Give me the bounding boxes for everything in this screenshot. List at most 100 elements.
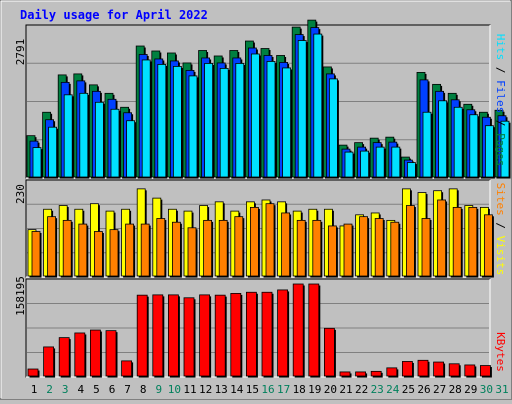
kbytes-bar xyxy=(105,330,117,377)
pages-bar xyxy=(360,150,370,178)
sites-bar xyxy=(94,231,103,277)
kbytes-bar xyxy=(401,361,413,377)
x-tick-label: 26 xyxy=(417,383,430,396)
kbytes-bar xyxy=(245,291,257,377)
chart-title: Daily usage for April 2022 xyxy=(20,8,208,22)
kbytes-bar xyxy=(386,367,398,377)
sites-bar xyxy=(31,231,41,277)
kbytes-bar xyxy=(417,359,429,377)
sites-bar xyxy=(483,214,493,277)
kbytes-bar xyxy=(339,371,351,377)
x-tick-label: 31 xyxy=(495,383,508,396)
x-tick-label: 3 xyxy=(62,383,69,396)
x-tick-label: 30 xyxy=(480,383,493,396)
legend-text-top: Hits / Files / Pages xyxy=(494,34,507,167)
sites-bar xyxy=(468,206,478,277)
kbytes-bar xyxy=(121,360,132,377)
legend-visits-sites: Sites / Visits xyxy=(494,183,507,276)
pages-bar xyxy=(282,67,292,178)
x-tick-label: 5 xyxy=(93,383,100,396)
legend-pages: Hits xyxy=(494,34,507,61)
sites-bar xyxy=(156,218,166,277)
kbytes-bar xyxy=(199,294,211,377)
pages-bar xyxy=(188,75,198,178)
pages-bar xyxy=(172,66,182,178)
x-tick-label: 18 xyxy=(293,383,306,396)
legend-sep-3: / xyxy=(494,216,507,236)
x-tick-label: 19 xyxy=(308,383,321,396)
kbytes-bar xyxy=(90,329,101,377)
kbytes-bar xyxy=(74,332,86,377)
kbytes-bar xyxy=(167,294,179,377)
sites-bar xyxy=(405,205,415,277)
sites-bar xyxy=(312,219,322,277)
legend-sep-1: / xyxy=(494,60,507,80)
pages-bar xyxy=(32,147,42,178)
kbytes-bar xyxy=(277,289,289,377)
kbytes-bar xyxy=(27,368,39,377)
legend-visits: Visits xyxy=(494,236,507,276)
pages-bar xyxy=(500,120,510,178)
x-tick-label: 25 xyxy=(402,383,415,396)
pages-bar xyxy=(79,92,89,178)
kbytes-bar xyxy=(308,283,320,377)
kbytes-bar xyxy=(464,364,476,377)
sites-bar xyxy=(78,223,88,277)
pages-bar xyxy=(95,101,104,178)
sites-bar xyxy=(62,219,72,277)
sites-bar xyxy=(421,218,431,277)
kbytes-bar xyxy=(43,346,54,377)
x-tick-label: 27 xyxy=(433,383,446,396)
x-tick-label: 28 xyxy=(449,383,462,396)
kbytes-bar xyxy=(230,293,242,377)
pages-bar xyxy=(484,125,494,178)
ymax-label-visits: 230 xyxy=(14,184,27,204)
kbytes-bar xyxy=(136,294,148,377)
sites-bar xyxy=(437,199,447,277)
legend-sites: Sites xyxy=(494,183,507,216)
pages-bar xyxy=(328,78,338,178)
sites-bar xyxy=(109,229,119,277)
sites-bar xyxy=(296,219,306,277)
x-tick-label: 15 xyxy=(246,383,259,396)
pages-bar xyxy=(422,111,432,178)
x-tick-label: 8 xyxy=(140,383,147,396)
pages-bar xyxy=(141,59,151,178)
x-tick-label: 12 xyxy=(199,383,212,396)
x-tick-label: 23 xyxy=(371,383,384,396)
x-tick-label: 6 xyxy=(109,383,116,396)
pages-bar xyxy=(219,68,229,178)
legend-text-mid: Sites / Visits xyxy=(494,183,507,276)
pages-bar xyxy=(453,106,463,178)
sites-bar xyxy=(187,227,197,277)
pages-bar xyxy=(344,151,354,178)
x-tick-label: 16 xyxy=(261,383,274,396)
sites-bar xyxy=(265,203,275,277)
ymax-label-hits: 2791 xyxy=(14,39,27,66)
kbytes-bar xyxy=(448,363,460,377)
pages-bar xyxy=(469,114,479,178)
kbytes-bar xyxy=(292,283,304,377)
x-tick-label: 4 xyxy=(77,383,84,396)
pages-bar xyxy=(235,63,245,178)
pages-bar xyxy=(406,162,416,178)
x-tick-label: 17 xyxy=(277,383,290,396)
pages-bar xyxy=(438,100,448,178)
legend-files: Files xyxy=(494,80,507,113)
x-tick-label: 11 xyxy=(183,383,196,396)
kbytes-bar xyxy=(261,291,273,377)
pages-bar xyxy=(110,108,120,178)
pages-bar xyxy=(375,146,385,178)
sites-bar xyxy=(374,218,384,277)
kbytes-bar xyxy=(479,365,491,377)
sites-bar xyxy=(359,216,369,277)
sites-bar xyxy=(234,216,244,277)
legend-hits: Pages xyxy=(494,133,507,166)
kbytes-bar xyxy=(152,294,164,377)
x-tick-label: 7 xyxy=(124,383,131,396)
sites-bar xyxy=(281,212,291,277)
pages-bar xyxy=(391,146,401,178)
panel-visits-sites xyxy=(25,179,494,278)
